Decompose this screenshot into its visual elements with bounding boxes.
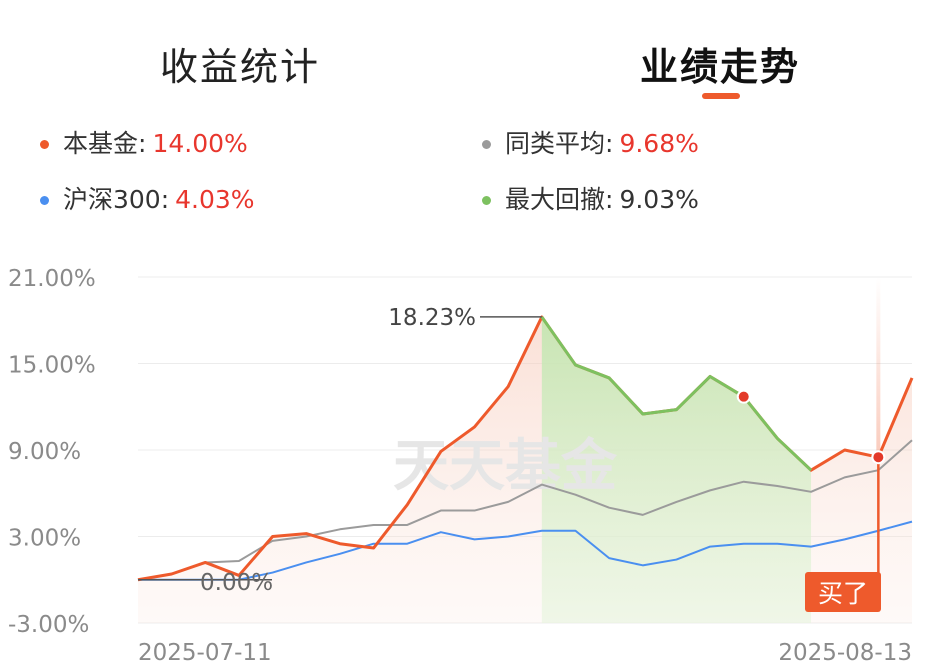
x-tick-label: 2025-08-13 — [778, 640, 912, 664]
legend-fund-value: 14.00% — [152, 129, 248, 158]
legend-drawdown-label: 最大回撤: — [505, 185, 614, 214]
legend-peer-dot-icon — [482, 139, 491, 149]
buy-badge[interactable] — [805, 572, 881, 612]
legend-fund: 本基金: 14.00% — [40, 128, 248, 160]
legend-fund-label: 本基金: — [63, 129, 147, 158]
csi300-line — [138, 520, 913, 581]
y-tick-label: 9.00% — [8, 439, 81, 465]
legend-drawdown-dot-icon — [482, 195, 491, 205]
start-value-label: 0.00% — [200, 570, 273, 596]
buy-badge-label: 买了 — [818, 579, 868, 608]
drawdown-line — [540, 316, 813, 472]
legend-peer-average: 同类平均: 9.68% — [482, 128, 699, 160]
legend-csi300-dot-icon — [40, 195, 49, 205]
watermark: 天天基金 — [393, 433, 618, 499]
tab-return-stats[interactable]: 收益统计 — [160, 45, 321, 89]
marker-point[interactable] — [736, 389, 751, 404]
legend-drawdown-value: 9.03% — [619, 185, 699, 214]
peak-value-label: 18.23% — [388, 305, 476, 331]
buy-guide-top — [876, 277, 881, 458]
legend-peer-value: 9.68% — [619, 129, 699, 158]
y-tick-label: -3.00% — [8, 612, 89, 638]
y-tick-label: 21.00% — [8, 266, 96, 292]
legend-fund-dot-icon — [40, 139, 49, 149]
tab-performance-trend[interactable]: 业绩走势 — [640, 45, 801, 89]
legend-csi300-value: 4.03% — [175, 185, 255, 214]
legend-max-drawdown: 最大回撤: 9.03% — [482, 184, 699, 216]
y-tick-label: 15.00% — [8, 353, 96, 379]
legend-csi300: 沪深300: 4.03% — [40, 184, 255, 216]
active-tab-indicator — [702, 93, 740, 99]
y-tick-label: 3.00% — [8, 526, 81, 552]
legend-peer-label: 同类平均: — [505, 129, 614, 158]
drawdown-area — [541, 316, 812, 623]
x-tick-label: 2025-07-11 — [138, 640, 272, 664]
buy-point[interactable] — [871, 450, 886, 465]
legend-csi300-label: 沪深300: — [63, 185, 170, 214]
